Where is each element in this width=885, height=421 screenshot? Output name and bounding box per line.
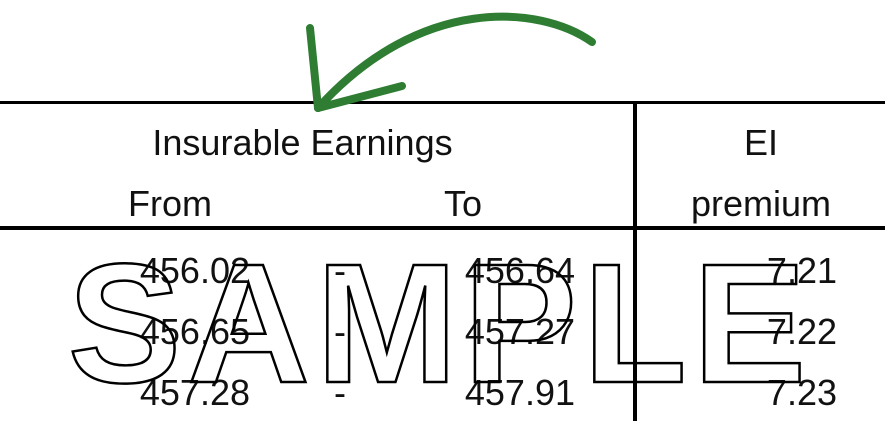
table-cell-dash: - [334,372,346,413]
header-from: From [128,183,212,224]
header-premium: premium [690,183,832,224]
table-cell-to: 456.64 [464,250,575,291]
table-cell-to: 457.91 [464,372,575,413]
table-cell-dash: - [334,311,346,352]
table-cell-premium: 7.22 [766,311,837,352]
table-cell-from: 456.65 [139,311,250,352]
table-cell-premium: 7.21 [766,250,837,291]
table-cell-premium: 7.23 [766,372,837,413]
table-cell-from: 457.28 [139,372,250,413]
header-ei: EI [743,122,778,163]
table-cell-from: 456.02 [139,250,250,291]
sample-watermark: SAMPLE [68,229,812,419]
column-divider [633,101,637,421]
header-to: To [443,183,483,224]
table-cell-dash: - [334,250,346,291]
header-bottom-rule [0,226,885,230]
header-insurable-earnings: Insurable Earnings [152,122,453,163]
curved-arrow-icon [306,12,596,112]
table-top-rule [0,101,885,104]
table-cell-to: 457.27 [464,311,575,352]
